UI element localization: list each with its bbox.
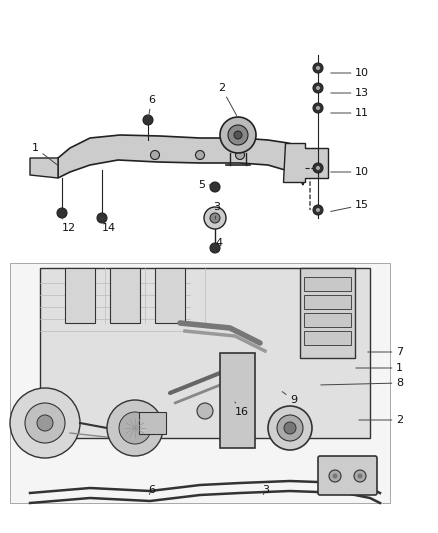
Circle shape: [316, 66, 320, 70]
Text: 13: 13: [331, 88, 369, 98]
Circle shape: [316, 208, 320, 212]
FancyBboxPatch shape: [318, 456, 377, 495]
Circle shape: [151, 150, 159, 159]
Circle shape: [316, 106, 320, 110]
Circle shape: [236, 150, 244, 159]
FancyBboxPatch shape: [304, 277, 351, 291]
Circle shape: [25, 403, 65, 443]
Text: 12: 12: [62, 218, 76, 233]
FancyBboxPatch shape: [304, 331, 351, 345]
Circle shape: [329, 470, 341, 482]
FancyBboxPatch shape: [300, 268, 355, 358]
Circle shape: [210, 182, 220, 192]
Circle shape: [313, 83, 323, 93]
Text: 3: 3: [213, 202, 220, 219]
Circle shape: [268, 406, 312, 450]
Circle shape: [204, 207, 226, 229]
Text: 3: 3: [262, 485, 269, 495]
FancyBboxPatch shape: [304, 313, 351, 327]
Text: 1: 1: [356, 363, 403, 373]
Text: 6: 6: [148, 485, 155, 495]
FancyBboxPatch shape: [139, 412, 166, 434]
Circle shape: [210, 243, 220, 253]
Circle shape: [210, 213, 220, 223]
Text: 11: 11: [331, 108, 369, 118]
Circle shape: [313, 63, 323, 73]
Circle shape: [57, 208, 67, 218]
Text: 1: 1: [32, 143, 58, 165]
Circle shape: [107, 400, 163, 456]
FancyBboxPatch shape: [155, 268, 185, 323]
Circle shape: [197, 403, 213, 419]
Circle shape: [284, 422, 296, 434]
Circle shape: [234, 131, 242, 139]
Text: 10: 10: [331, 68, 369, 78]
Text: 14: 14: [102, 218, 116, 233]
Circle shape: [357, 473, 363, 479]
Circle shape: [313, 205, 323, 215]
Circle shape: [316, 166, 320, 170]
Text: 5: 5: [198, 180, 210, 190]
FancyBboxPatch shape: [110, 268, 140, 323]
Circle shape: [313, 163, 323, 173]
FancyBboxPatch shape: [65, 268, 95, 323]
Circle shape: [10, 388, 80, 458]
Polygon shape: [283, 143, 328, 182]
Circle shape: [313, 103, 323, 113]
Circle shape: [195, 150, 205, 159]
Text: 16: 16: [235, 402, 249, 417]
FancyBboxPatch shape: [220, 353, 255, 448]
Text: 6: 6: [148, 95, 155, 117]
Text: 2: 2: [218, 83, 237, 116]
Text: 10: 10: [331, 167, 369, 177]
Circle shape: [37, 415, 53, 431]
Circle shape: [332, 473, 338, 479]
Circle shape: [97, 213, 107, 223]
Text: 7: 7: [368, 347, 403, 357]
Text: 15: 15: [331, 200, 369, 212]
Circle shape: [119, 412, 151, 444]
Text: 2: 2: [359, 415, 403, 425]
Text: 8: 8: [321, 378, 403, 388]
Circle shape: [277, 415, 303, 441]
Circle shape: [316, 86, 320, 90]
Circle shape: [143, 115, 153, 125]
Circle shape: [354, 470, 366, 482]
Circle shape: [228, 125, 248, 145]
FancyBboxPatch shape: [10, 263, 390, 503]
FancyBboxPatch shape: [40, 268, 370, 438]
Circle shape: [220, 117, 256, 153]
Text: 4: 4: [215, 238, 222, 252]
Polygon shape: [58, 135, 310, 185]
Text: 9: 9: [282, 392, 297, 405]
FancyBboxPatch shape: [304, 295, 351, 309]
Polygon shape: [30, 158, 58, 178]
